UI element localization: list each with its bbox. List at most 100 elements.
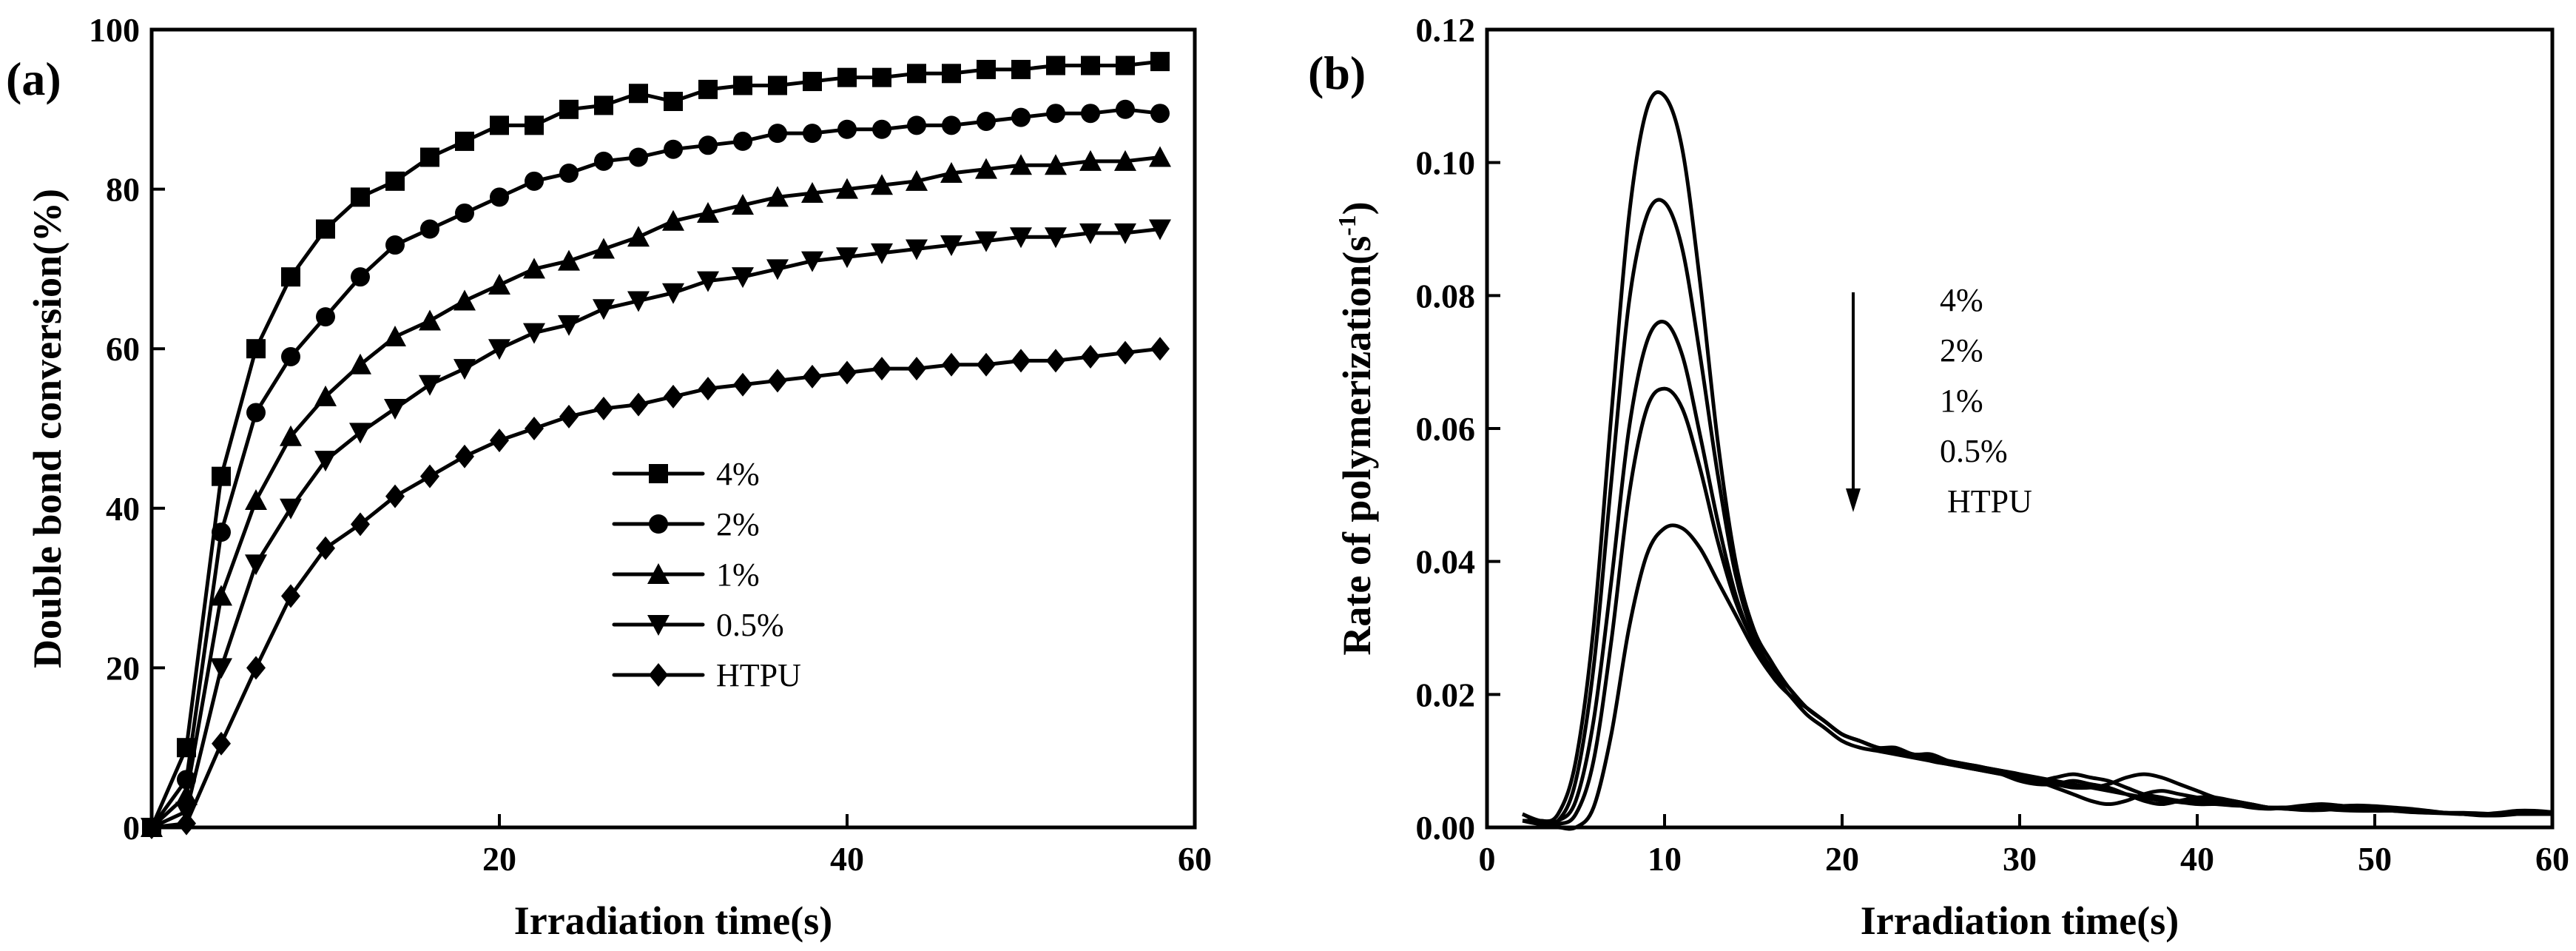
data-point <box>384 326 406 347</box>
data-point <box>593 299 615 320</box>
data-point <box>837 360 857 385</box>
panel-a-x-tick-label: 60 <box>1178 840 1212 878</box>
data-point <box>629 84 648 104</box>
data-point <box>940 162 962 184</box>
panel-b-x-tick-label: 0 <box>1479 840 1496 878</box>
data-point <box>1045 227 1067 249</box>
data-point <box>1011 59 1031 79</box>
panel-a-legend: 4% 2% 1% 0.5% HTPU <box>612 456 801 693</box>
data-point <box>246 656 266 680</box>
data-point <box>975 231 997 252</box>
legend-label: 2% <box>716 506 760 542</box>
data-point <box>836 247 858 269</box>
data-point <box>385 171 405 191</box>
data-point <box>314 385 337 406</box>
data-point <box>455 131 474 151</box>
data-point <box>1079 149 1102 171</box>
data-point <box>803 364 822 389</box>
data-point <box>803 124 822 144</box>
panel-a-x-tick-label: 20 <box>482 840 516 878</box>
data-point <box>871 174 893 195</box>
panel-b-y-axis-label-tail: ) <box>1335 201 1379 215</box>
data-point <box>1081 56 1100 75</box>
data-point <box>420 464 439 488</box>
data-point <box>349 423 371 444</box>
data-point <box>732 267 754 289</box>
panel-b-tick-labels: 0 10 20 30 40 50 60 0.00 0.02 0.04 0.06 0.08 0.10 0.1… <box>1416 11 2570 878</box>
data-point <box>1116 56 1135 75</box>
legend-label-1pct: 1% <box>1940 383 1983 419</box>
panel-a-y-tick-label: 40 <box>106 490 140 528</box>
data-point <box>245 489 267 511</box>
data-point <box>837 119 857 139</box>
data-point <box>281 346 300 366</box>
panel-a-x-tick-label: 40 <box>830 840 864 878</box>
data-point <box>871 243 893 264</box>
rate-curve-0-5pct <box>1522 386 2553 827</box>
legend-marker <box>647 563 670 584</box>
data-point <box>698 377 718 401</box>
data-point <box>142 816 161 839</box>
panel-b-y-axis-label-main: Rate of polymerization(s <box>1335 236 1379 656</box>
data-point <box>629 147 648 167</box>
data-point <box>419 374 441 396</box>
data-point <box>801 251 823 272</box>
data-point <box>245 554 267 576</box>
data-point <box>698 135 718 155</box>
data-point <box>1116 340 1135 365</box>
data-point <box>558 249 580 271</box>
data-point <box>768 369 787 393</box>
panel-a-y-tick-label: 60 <box>106 330 140 368</box>
data-point <box>210 658 232 679</box>
data-point <box>594 397 613 421</box>
data-point <box>1114 149 1136 171</box>
data-point <box>907 64 926 84</box>
data-point <box>768 124 787 144</box>
panel-a-y-tick-label: 0 <box>123 809 140 847</box>
data-point <box>351 267 370 287</box>
data-point <box>766 259 789 280</box>
data-point <box>801 181 823 203</box>
panel-b-ticks <box>1486 28 2554 829</box>
data-point <box>316 307 335 327</box>
data-point <box>906 239 928 261</box>
data-point <box>455 444 474 468</box>
data-point <box>664 139 683 159</box>
data-point <box>872 119 891 139</box>
data-point <box>454 359 476 380</box>
panel-b-x-tick-label: 30 <box>2003 840 2037 878</box>
data-point <box>733 372 752 397</box>
data-point <box>314 451 337 472</box>
data-point <box>942 115 961 135</box>
data-point <box>1046 349 1065 373</box>
panel-b-label: (b) <box>1308 47 1366 99</box>
data-point <box>733 75 752 95</box>
data-point <box>1150 52 1170 72</box>
data-point <box>907 115 926 135</box>
legend-label-4pct: 4% <box>1940 282 1983 318</box>
panel-b-x-tick-label: 60 <box>2535 840 2569 878</box>
data-point <box>1011 349 1031 373</box>
data-point <box>1114 223 1136 244</box>
legend-marker <box>649 464 668 483</box>
panel-a-y-tick-label: 20 <box>106 649 140 687</box>
data-point <box>662 283 684 304</box>
data-point <box>488 339 510 360</box>
data-point <box>1149 219 1171 241</box>
data-point <box>212 466 231 486</box>
panel-b-x-tick-label: 50 <box>2358 840 2392 878</box>
data-point <box>420 147 439 167</box>
data-point <box>906 169 928 191</box>
data-point <box>455 203 474 223</box>
panel-b-plot-frame <box>1485 27 2555 830</box>
data-point <box>1045 154 1067 175</box>
data-point <box>1081 104 1100 124</box>
data-point <box>697 271 719 292</box>
data-point <box>351 512 370 537</box>
rate-curve-4pct <box>1522 90 2552 824</box>
data-point <box>420 219 439 239</box>
legend-label: 4% <box>716 456 760 492</box>
legend-label: HTPU <box>716 657 801 693</box>
panel-b-x-axis-label: Irradiation time(s) <box>1861 898 2179 943</box>
data-point <box>768 75 787 95</box>
